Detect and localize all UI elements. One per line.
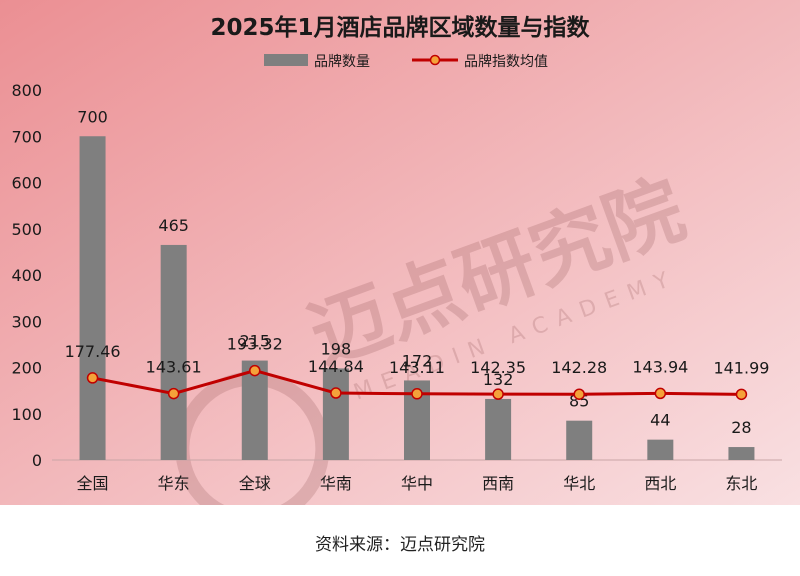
line-point <box>330 387 342 399</box>
legend: 品牌数量 品牌指数均值 <box>264 53 548 70</box>
bar <box>566 420 593 460</box>
chart-background <box>0 0 800 505</box>
line-point <box>735 388 748 401</box>
chart-title: 2025年1月酒店品牌区域数量与指数 <box>210 14 590 41</box>
line-value-label: 141.99 <box>713 358 769 377</box>
line-value-label: 142.28 <box>551 358 607 377</box>
legend-label-line: 品牌指数均值 <box>464 53 548 70</box>
line-point <box>654 387 667 400</box>
bar-value-label: 172 <box>402 351 433 370</box>
bar-value-label: 198 <box>321 339 352 358</box>
y-tick-label: 100 <box>11 405 42 424</box>
y-tick-label: 800 <box>11 81 42 100</box>
line-point <box>411 388 423 400</box>
line-value-label: 177.46 <box>65 342 121 361</box>
legend-swatch-bar <box>264 54 308 66</box>
bar <box>647 439 674 460</box>
line-point <box>492 388 504 400</box>
bar <box>79 136 106 460</box>
x-tick-label: 华北 <box>563 474 595 493</box>
line-value-label: 144.84 <box>308 357 364 376</box>
bar <box>241 360 268 460</box>
line-point <box>86 372 99 384</box>
x-tick-label: 东北 <box>725 474 757 493</box>
y-tick-label: 600 <box>11 174 42 193</box>
bar <box>728 447 755 460</box>
line-point <box>573 388 585 400</box>
bar <box>485 398 512 460</box>
y-tick-label: 700 <box>11 127 42 146</box>
line-point <box>167 387 180 400</box>
bars <box>79 136 755 460</box>
chart-svg: 迈点研究院 MEADIN ACADEMY 2025年1月酒店品牌区域数量与指数 … <box>0 0 800 526</box>
bar-value-label: 28 <box>731 418 751 437</box>
x-tick-label: 华南 <box>320 474 352 493</box>
x-tick-label: 西北 <box>644 474 676 493</box>
bar-value-label: 132 <box>483 370 514 389</box>
x-tick-label: 全球 <box>239 474 271 493</box>
source-note: 资料来源：迈点研究院 <box>315 535 485 555</box>
bar <box>160 244 187 460</box>
line-point <box>249 364 261 377</box>
bar-value-label: 465 <box>158 216 189 235</box>
chart-panel: 迈点研究院 MEADIN ACADEMY 2025年1月酒店品牌区域数量与指数 … <box>0 0 800 526</box>
y-axis: 0 100 200 300 400 500 600 700 800 <box>11 81 42 470</box>
y-tick-label: 400 <box>11 266 42 285</box>
bar <box>322 368 349 460</box>
line-value-label: 193.32 <box>227 335 283 354</box>
legend-label-bar: 品牌数量 <box>314 53 370 70</box>
x-tick-label: 华中 <box>401 474 433 493</box>
x-axis: 全国 华东 全球 华南 华中 西南 华北 西北 东北 <box>77 474 758 493</box>
y-tick-label: 200 <box>11 359 42 378</box>
line-value-label: 143.61 <box>146 358 202 377</box>
y-tick-label: 0 <box>32 451 42 470</box>
x-tick-label: 西南 <box>482 474 514 493</box>
bar-value-label: 215 <box>240 332 271 351</box>
bar-value-label: 700 <box>77 107 108 126</box>
x-tick-label: 全国 <box>77 474 109 493</box>
y-tick-label: 300 <box>11 312 42 331</box>
legend-swatch-marker <box>429 54 441 66</box>
y-tick-label: 500 <box>11 220 42 239</box>
line-labels: 177.46 143.61 193.32 144.84 143.11 142.35 142.… <box>65 335 770 378</box>
line-value-label: 143.11 <box>389 358 445 377</box>
x-tick-label: 华东 <box>158 474 190 493</box>
line-value-label: 143.94 <box>632 357 688 376</box>
line-series <box>86 364 748 401</box>
line-value-label: 142.35 <box>470 358 526 377</box>
bar-value-label: 44 <box>650 411 670 430</box>
